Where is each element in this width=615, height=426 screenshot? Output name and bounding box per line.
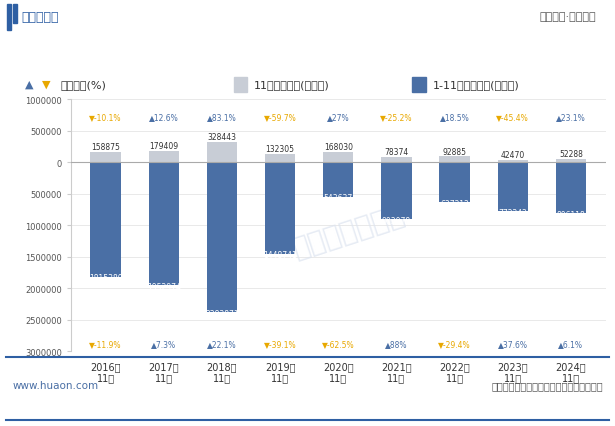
Bar	[323, 153, 354, 163]
Text: 2383871: 2383871	[205, 309, 239, 318]
Text: ▲22.1%: ▲22.1%	[207, 339, 237, 348]
Bar	[265, 163, 295, 254]
Bar	[149, 152, 179, 163]
Text: ▼-29.4%: ▼-29.4%	[438, 339, 471, 348]
Text: ▼: ▼	[42, 80, 50, 89]
Text: ▲37.6%: ▲37.6%	[498, 339, 528, 348]
Text: 168030: 168030	[323, 142, 353, 152]
Text: 专业严谨·客观科学: 专业严谨·客观科学	[540, 12, 597, 23]
Bar	[265, 155, 295, 163]
Text: 132305: 132305	[266, 145, 295, 154]
Bar	[90, 153, 121, 163]
Bar	[323, 163, 354, 197]
Text: ▲7.3%: ▲7.3%	[151, 339, 177, 348]
Text: 158875: 158875	[91, 143, 120, 152]
Text: ▼-25.2%: ▼-25.2%	[380, 112, 413, 121]
Text: 903078: 903078	[382, 216, 411, 225]
Text: ▲12.6%: ▲12.6%	[149, 112, 178, 121]
Text: ▼-59.7%: ▼-59.7%	[264, 112, 296, 121]
Text: www.huaon.com: www.huaon.com	[12, 380, 98, 390]
Bar	[412, 78, 426, 93]
Text: 179409: 179409	[149, 142, 178, 151]
Text: ▼-11.9%: ▼-11.9%	[89, 339, 122, 348]
Bar	[440, 157, 470, 163]
Text: 11月进口金额(万美元): 11月进口金额(万美元)	[254, 80, 330, 89]
Text: ▼-62.5%: ▼-62.5%	[322, 339, 355, 348]
Text: 772242: 772242	[498, 208, 527, 217]
Bar	[556, 160, 586, 163]
Bar	[234, 78, 247, 93]
Bar	[498, 160, 528, 163]
Text: ▼-39.1%: ▼-39.1%	[264, 339, 296, 348]
Text: 1448741: 1448741	[263, 250, 297, 259]
Text: 同比增速(%): 同比增速(%)	[60, 80, 106, 89]
Text: 1815380: 1815380	[89, 273, 122, 282]
Bar	[556, 163, 586, 213]
Text: 543637: 543637	[323, 194, 353, 203]
Text: 2016-2024年11月中国飞机及其他航空器进口金额: 2016-2024年11月中国飞机及其他航空器进口金额	[161, 44, 454, 62]
Bar	[90, 163, 121, 277]
Text: 华经情报网: 华经情报网	[22, 11, 59, 24]
Text: 1-11月进口金额(万美元): 1-11月进口金额(万美元)	[432, 80, 519, 89]
Text: ▲: ▲	[25, 80, 33, 89]
Text: 数据来源：中国海关，华经产业研究院整理: 数据来源：中国海关，华经产业研究院整理	[491, 380, 603, 390]
Text: 328443: 328443	[207, 132, 236, 141]
Text: 42470: 42470	[501, 150, 525, 159]
Bar	[7, 6, 11, 31]
Bar	[207, 142, 237, 163]
Text: ▼-10.1%: ▼-10.1%	[89, 112, 122, 121]
Bar	[498, 163, 528, 211]
Bar	[149, 163, 179, 286]
Text: 78374: 78374	[384, 148, 408, 157]
Bar	[440, 163, 470, 203]
Text: ▲18.5%: ▲18.5%	[440, 112, 469, 121]
Text: 92885: 92885	[443, 147, 467, 156]
Bar	[13, 6, 17, 23]
Bar	[381, 163, 411, 220]
Text: 华经产业研究院: 华经产业研究院	[289, 200, 408, 262]
Bar	[381, 158, 411, 163]
Text: ▲83.1%: ▲83.1%	[207, 112, 237, 121]
Text: ▲88%: ▲88%	[385, 339, 408, 348]
Bar	[207, 163, 237, 313]
Text: 806118: 806118	[557, 210, 585, 219]
Text: ▲27%: ▲27%	[327, 112, 349, 121]
Text: ▼-45.4%: ▼-45.4%	[496, 112, 529, 121]
Text: ▲23.1%: ▲23.1%	[556, 112, 585, 121]
Text: 52288: 52288	[559, 150, 583, 159]
Text: ▲6.1%: ▲6.1%	[558, 339, 584, 348]
Text: 1952974: 1952974	[147, 282, 181, 291]
Text: 637212: 637212	[440, 199, 469, 208]
